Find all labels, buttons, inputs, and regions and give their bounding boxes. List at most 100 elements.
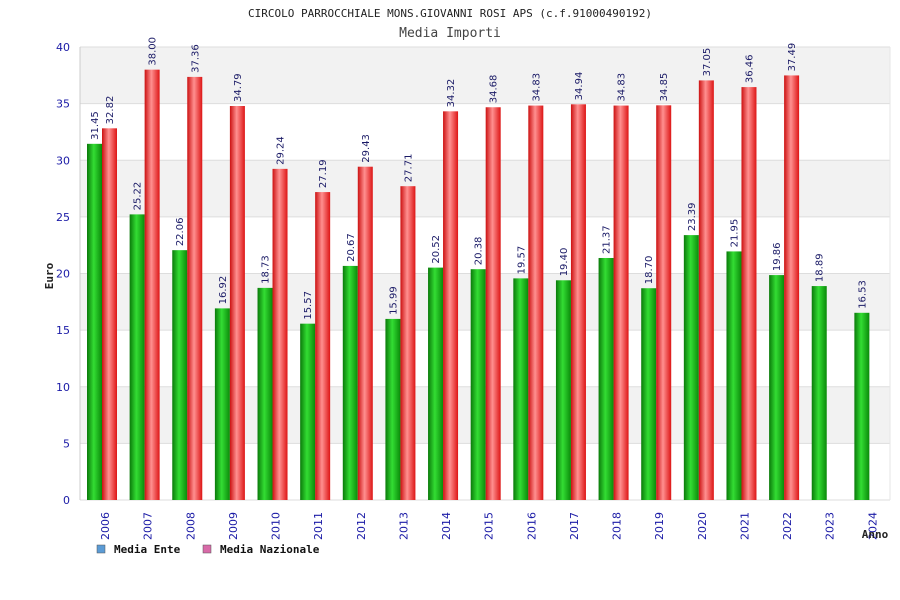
bar-media-nazionale [528,105,544,501]
x-tick-label: 2013 [397,512,410,540]
x-tick-label: 2017 [568,512,581,540]
y-tick-label: 40 [56,41,70,54]
legend-swatch-media-nazionale [202,544,212,554]
y-tick-label: 0 [63,494,70,507]
data-label: 19.57 [516,246,527,275]
bar-media-ente [300,323,316,500]
x-axis-label: Anno [862,528,889,541]
data-label: 34.32 [446,79,457,108]
data-label: 31.45 [90,111,101,140]
bar-media-nazionale [485,107,501,501]
bar-media-nazionale [656,105,672,500]
bar-media-ente [342,265,358,500]
chart-subtitle: Media Importi [399,26,501,41]
bar-media-nazionale [357,166,373,500]
data-label: 34.85 [659,73,670,102]
x-tick-label: 2018 [611,512,624,540]
bar-media-nazionale [187,76,203,500]
y-axis-label: Euro [43,262,56,289]
bar-media-ente [428,267,444,500]
bar-media-nazionale [443,111,459,501]
data-label: 34.83 [617,73,628,102]
bar-series [87,69,870,501]
legend: Media Ente Media Nazionale [96,543,320,556]
data-label: 37.36 [190,44,201,73]
bar-media-nazionale [229,106,245,501]
bar-media-nazionale [400,186,416,500]
bar-media-ente [257,287,273,500]
y-tick-label: 5 [63,437,70,450]
bar-media-nazionale [272,168,288,500]
bar-media-nazionale [698,80,714,500]
x-tick-label: 2019 [653,512,666,540]
bar-media-nazionale [570,104,586,500]
x-tick-label: 2022 [781,512,794,540]
x-tick-label: 2006 [99,512,112,540]
x-tick-label: 2007 [142,512,155,540]
x-tick-label: 2012 [355,512,368,540]
data-label: 21.95 [729,219,740,248]
data-label: 18.73 [261,255,272,284]
data-label: 20.52 [431,235,442,264]
data-label: 37.49 [787,43,798,72]
bar-media-ente [172,250,188,500]
bar-media-ente [385,318,401,500]
data-label: 22.06 [175,218,186,247]
data-label: 19.86 [772,242,783,271]
data-label: 18.89 [815,253,826,282]
data-label: 34.79 [233,73,244,102]
bar-media-ente [854,312,870,500]
y-axis-ticks: 0 5 10 15 20 25 30 35 40 [56,41,70,507]
bar-media-nazionale [144,69,160,501]
data-labels: 31.45 25.22 22.06 16.92 18.73 15.57 20.67 15.99… [90,37,868,320]
data-label: 19.40 [559,248,570,277]
bar-media-nazionale [315,192,331,501]
data-label: 23.39 [687,202,698,231]
data-label: 27.19 [318,159,329,188]
data-label: 16.92 [218,276,229,305]
x-tick-label: 2008 [184,512,197,540]
bar-media-nazionale [741,87,757,500]
x-tick-label: 2014 [440,512,453,540]
data-label: 36.46 [744,54,755,83]
data-label: 34.68 [489,75,500,104]
data-label: 21.37 [602,225,613,254]
bar-media-ente [769,275,785,500]
y-tick-label: 10 [56,381,70,394]
data-label: 29.43 [361,134,372,163]
bar-media-ente [683,235,699,500]
x-tick-label: 2024 [866,512,879,540]
data-label: 20.67 [346,233,357,262]
x-tick-label: 2020 [696,512,709,540]
x-tick-label: 2016 [525,512,538,540]
data-label: 34.83 [531,73,542,102]
bar-media-ente [470,269,486,500]
x-tick-label: 2023 [824,512,837,540]
data-label: 32.82 [105,96,116,125]
data-label: 25.22 [133,182,144,211]
data-label: 38.00 [148,37,159,66]
data-label: 20.38 [474,237,485,266]
y-tick-label: 30 [56,154,70,167]
x-tick-label: 2011 [312,512,325,540]
y-tick-label: 20 [56,268,70,281]
x-tick-label: 2021 [738,512,751,540]
bar-media-ente [87,143,102,501]
data-label: 18.70 [644,256,655,285]
legend-label-media-ente: Media Ente [114,543,181,556]
data-label: 37.05 [702,48,713,77]
legend-swatch-media-ente [96,544,106,554]
y-tick-label: 15 [56,324,70,337]
data-label: 15.57 [303,291,314,320]
data-label: 34.94 [574,72,585,101]
bar-media-ente [641,288,657,500]
bar-media-ente [513,278,529,500]
bar-media-nazionale [784,75,800,500]
data-label: 15.99 [388,286,399,315]
data-label: 27.71 [403,154,414,183]
bar-media-nazionale [102,128,117,500]
bar-media-ente [129,214,145,501]
bar-media-ente [598,257,614,500]
data-label: 29.24 [276,136,287,165]
